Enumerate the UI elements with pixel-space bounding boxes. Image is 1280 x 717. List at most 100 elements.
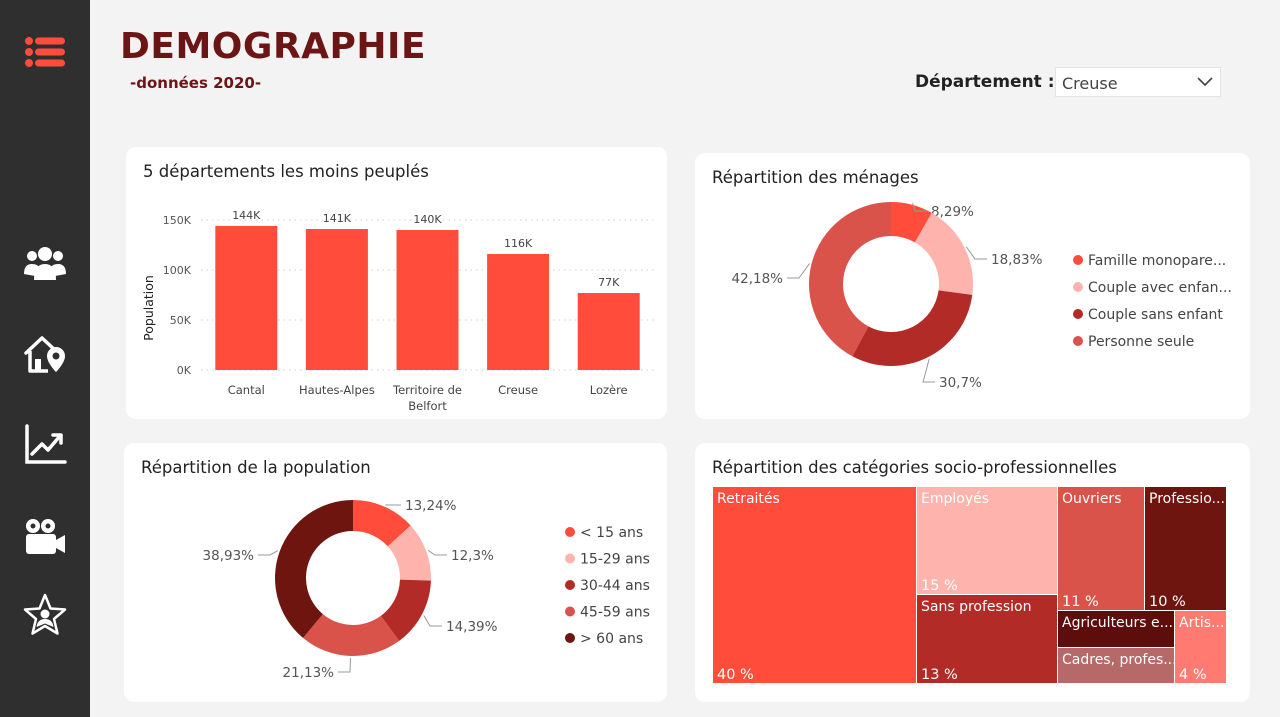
bar — [305, 229, 368, 370]
population-data-label: 14,39% — [446, 619, 498, 635]
treemap-cell-label: Artis... — [1179, 615, 1225, 631]
treemap-cell[interactable]: Agriculteurs e... — [1057, 610, 1175, 648]
population-slice — [380, 579, 431, 641]
treemap-cell-value: 11 % — [1062, 594, 1099, 610]
menages-legend-dot — [1073, 309, 1083, 319]
x-tick-label: Cantal — [228, 383, 265, 397]
bar — [487, 254, 550, 370]
population-legend-dot — [565, 580, 575, 590]
department-dropdown[interactable]: Creuse — [1055, 67, 1221, 97]
bar-chart: 0K 50K 100K 150K Population 144K Cantal 141K Hau… — [141, 209, 654, 413]
treemap-cell-label: Employés — [921, 491, 990, 507]
department-selected-value: Creuse — [1062, 74, 1118, 93]
department-label: Département : — [915, 72, 1055, 92]
csp-treemap: Retraités 40 % Employés 15 % Sans profession… — [712, 486, 1227, 684]
menages-leader-line — [922, 358, 935, 383]
population-legend-dot — [565, 553, 575, 564]
menu-icon[interactable] — [22, 29, 68, 75]
population-data-label: 13,24% — [405, 498, 457, 514]
population-leader-line — [423, 615, 442, 627]
menages-data-label: 30,7% — [939, 375, 982, 391]
menages-legend-dot — [1073, 282, 1083, 292]
page-subtitle: -données 2020- — [130, 74, 262, 92]
bar — [577, 293, 640, 370]
bar-data-label: 140K — [413, 213, 442, 226]
population-legend-label: 15-29 ans — [580, 552, 650, 568]
treemap-cell-value: 15 % — [921, 578, 958, 594]
population-leader-line — [427, 549, 447, 556]
bar-data-label: 144K — [232, 209, 261, 222]
people-icon[interactable] — [22, 241, 68, 287]
menages-slice — [852, 290, 973, 366]
menages-legend-label: Couple sans enfant — [1088, 307, 1223, 323]
y-tick-label: 100K — [163, 264, 192, 277]
trend-chart-icon[interactable] — [22, 421, 68, 467]
treemap-cell-label: Professio... — [1149, 491, 1225, 507]
x-tick-label: Lozère — [590, 383, 628, 397]
treemap-cell-label: Cadres, profes... — [1062, 652, 1175, 668]
star-person-icon[interactable] — [22, 592, 68, 638]
bar-chart-title: 5 départements les moins peuplés — [143, 162, 429, 181]
menages-leader-line — [787, 263, 810, 279]
bar-data-label: 116K — [504, 237, 533, 250]
menages-data-label: 42,18% — [732, 271, 784, 287]
treemap-cell-label: Ouvriers — [1062, 491, 1122, 507]
y-tick-label: 0K — [177, 364, 192, 377]
population-leader-line — [258, 550, 279, 556]
chevron-down-icon[interactable] — [1196, 74, 1214, 94]
treemap-cell[interactable]: Artis... 4 % — [1174, 610, 1227, 684]
csp-chart-card: Répartition des catégories socio-profess… — [695, 443, 1250, 702]
page-title: DEMOGRAPHIE — [120, 26, 427, 67]
population-donut-chart: 13,24% 12,3% 14,39% 21,13% 38,93% < 15 ans 15-… — [203, 498, 650, 681]
treemap-cell[interactable]: Professio... 10 % — [1144, 486, 1227, 611]
population-data-label: 12,3% — [451, 548, 494, 564]
menages-legend-label: Personne seule — [1088, 334, 1194, 350]
menages-slice — [914, 212, 973, 295]
sidebar — [0, 0, 90, 717]
population-legend-label: > 60 ans — [580, 631, 643, 647]
population-data-label: 21,13% — [283, 665, 335, 681]
population-chart-card: Répartition de la population 13,24% 12,3%… — [124, 443, 667, 702]
population-legend-label: 45-59 ans — [580, 605, 650, 621]
bar-chart-card: 5 départements les moins peuplés 0K 50K 10… — [126, 147, 667, 419]
population-legend-dot — [565, 606, 575, 617]
csp-chart-title: Répartition des catégories socio-profess… — [712, 458, 1117, 477]
treemap-cell-label: Agriculteurs e... — [1062, 615, 1174, 631]
menages-donut-chart: 8,29% 18,83% 30,7% 42,18% Famille monopare..… — [732, 201, 1232, 391]
bar-data-label: 77K — [598, 276, 620, 289]
population-slice — [303, 614, 400, 656]
x-tick-label: Hautes-Alpes — [299, 383, 375, 397]
population-legend-dot — [565, 527, 575, 537]
bar — [396, 230, 459, 370]
treemap-cell[interactable]: Ouvriers 11 % — [1057, 486, 1145, 611]
treemap-cell-value: 40 % — [717, 667, 754, 683]
menages-legend-label: Couple avec enfan... — [1088, 280, 1232, 296]
population-chart-title: Répartition de la population — [141, 458, 371, 477]
population-slice — [275, 500, 353, 638]
treemap-cell[interactable]: Employés 15 % — [916, 486, 1058, 595]
treemap-cell[interactable]: Retraités 40 % — [712, 486, 917, 684]
menages-legend-dot — [1073, 255, 1083, 265]
menages-legend-label: Famille monopare... — [1088, 253, 1226, 269]
treemap-cell-label: Retraités — [717, 491, 780, 507]
menages-slice — [809, 201, 891, 357]
y-tick-label: 50K — [170, 314, 192, 327]
house-location-icon[interactable] — [22, 330, 68, 376]
video-camera-icon[interactable] — [22, 513, 68, 559]
menages-slice — [891, 202, 932, 243]
menages-leader-line — [912, 202, 927, 212]
bar — [215, 226, 278, 370]
treemap-cell[interactable]: Cadres, profes... — [1057, 647, 1175, 684]
menages-chart-title: Répartition des ménages — [712, 168, 919, 187]
y-axis-label: Population — [141, 275, 156, 341]
treemap-cell-value: 10 % — [1149, 594, 1186, 610]
menages-chart-card: Répartition des ménages 8,29% 18,83% 30,7%… — [695, 153, 1250, 419]
population-legend-label: 30-44 ans — [580, 578, 650, 594]
treemap-cell-value: 4 % — [1179, 667, 1207, 683]
bar-data-label: 141K — [323, 212, 352, 225]
population-legend-dot — [565, 633, 575, 643]
population-leader-line — [338, 657, 351, 673]
treemap-cell[interactable]: Sans profession 13 % — [916, 594, 1058, 684]
population-data-label: 38,93% — [203, 548, 255, 564]
population-slice — [353, 500, 411, 547]
